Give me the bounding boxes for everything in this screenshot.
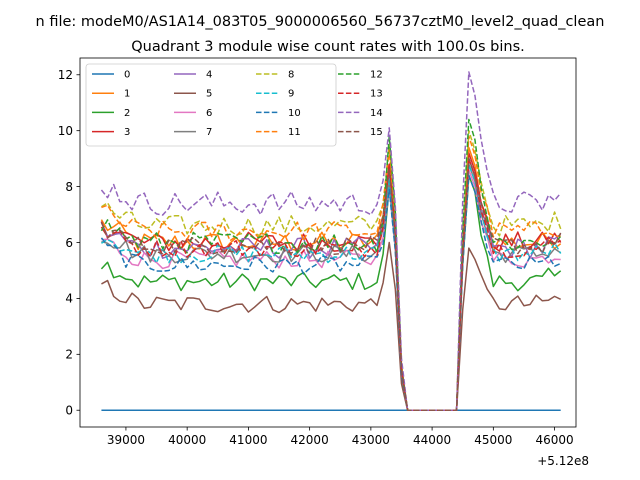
figure-suptitle: n file: modeM0/AS1A14_083T05_9000006560_… [36,14,605,30]
legend-label-13: 13 [370,89,383,100]
x-tick-label-43000: 43000 [352,433,390,447]
legend-label-3: 3 [124,127,130,138]
legend-label-7: 7 [206,127,212,138]
y-tick-label-8: 8 [65,180,73,194]
series-line-13 [100,157,562,411]
x-tick-label-42000: 42000 [291,433,329,447]
legend-label-14: 14 [370,108,383,119]
legend-label-5: 5 [206,89,212,100]
series-line-14 [100,71,562,411]
legend-label-9: 9 [288,89,294,100]
x-tick-label-46000: 46000 [535,433,573,447]
legend-label-11: 11 [288,127,301,138]
y-tick-label-2: 2 [65,348,73,362]
series-line-6 [101,169,561,411]
series-line-10 [100,174,561,411]
chart-title: Quadrant 3 module wise count rates with … [131,39,525,55]
y-tick-label-10: 10 [58,124,73,138]
legend-label-6: 6 [206,108,212,119]
x-tick-label-39000: 39000 [107,433,145,447]
legend-frame [85,63,337,147]
legend-label-0: 0 [124,70,130,81]
x-tick-label-45000: 45000 [474,433,512,447]
x-tick-label-44000: 44000 [413,433,451,447]
x-tick-label-41000: 41000 [229,433,267,447]
series-line-9 [101,163,562,411]
series-line-2 [100,174,562,411]
legend-label-4: 4 [206,70,212,81]
series-line-8 [101,129,562,411]
legend-label-8: 8 [288,70,294,81]
series-line-11 [101,135,561,411]
x-offset-label: +5.12e8 [537,454,589,468]
y-tick-label-12: 12 [58,68,73,82]
y-tick-label-4: 4 [65,292,73,306]
y-tick-label-0: 0 [65,404,73,418]
axes-frame [79,57,577,428]
series-layer [100,71,562,411]
legend-label-10: 10 [288,108,301,119]
series-line-5 [101,241,562,411]
legend-label-15: 15 [370,127,383,138]
series-line-15 [100,157,562,411]
axis-layer: 39000 40000 41000 42000 43000 44000 45000 46000… [58,68,574,447]
y-tick-label-6: 6 [65,236,73,250]
legend-label-1: 1 [124,89,130,100]
legend-label-12: 12 [370,70,383,81]
legend-label-2: 2 [124,108,130,119]
x-tick-label-40000: 40000 [168,433,206,447]
